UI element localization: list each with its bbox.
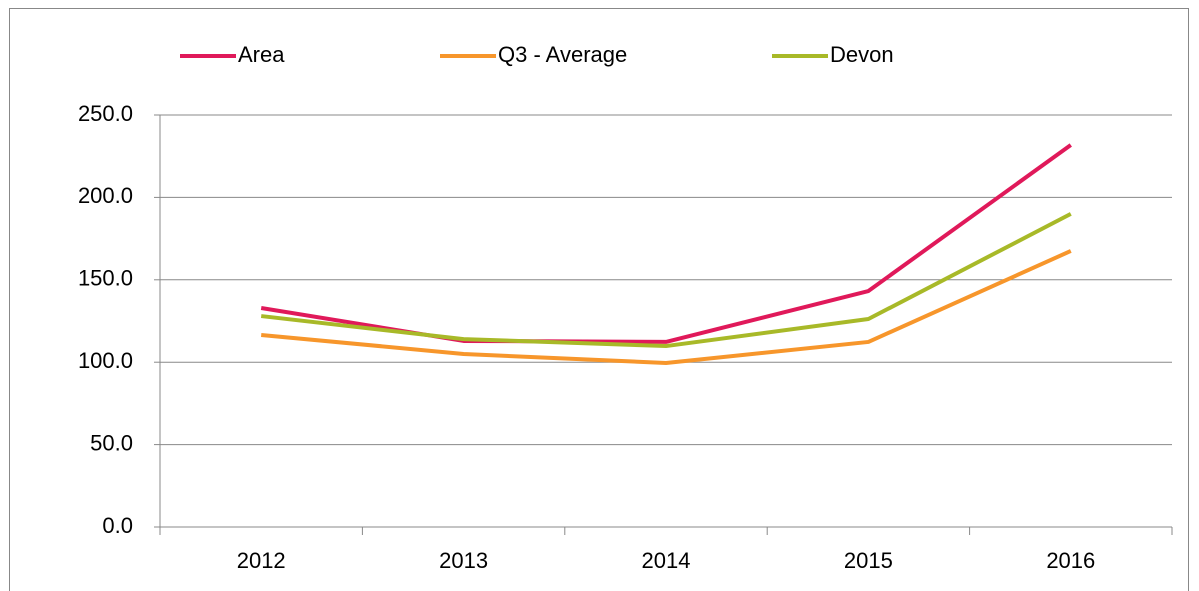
x-tick-label: 2013 — [439, 548, 488, 573]
y-tick-label: 50.0 — [90, 430, 133, 455]
x-tick-label: 2012 — [237, 548, 286, 573]
y-tick-label: 0.0 — [102, 513, 133, 538]
legend-label: Devon — [830, 42, 894, 67]
y-tick-label: 150.0 — [78, 266, 133, 291]
x-tick-label: 2016 — [1046, 548, 1095, 573]
y-tick-label: 200.0 — [78, 183, 133, 208]
series-line — [261, 249, 1072, 366]
x-tick-label: 2014 — [642, 548, 691, 573]
y-tick-label: 100.0 — [78, 348, 133, 373]
legend-label: Area — [238, 42, 285, 67]
legend-label: Q3 - Average — [498, 42, 627, 67]
x-tick-label: 2015 — [844, 548, 893, 573]
series-line — [260, 143, 1072, 344]
series-line — [260, 212, 1072, 349]
y-tick-label: 250.0 — [78, 101, 133, 126]
chart-frame — [9, 8, 1189, 591]
